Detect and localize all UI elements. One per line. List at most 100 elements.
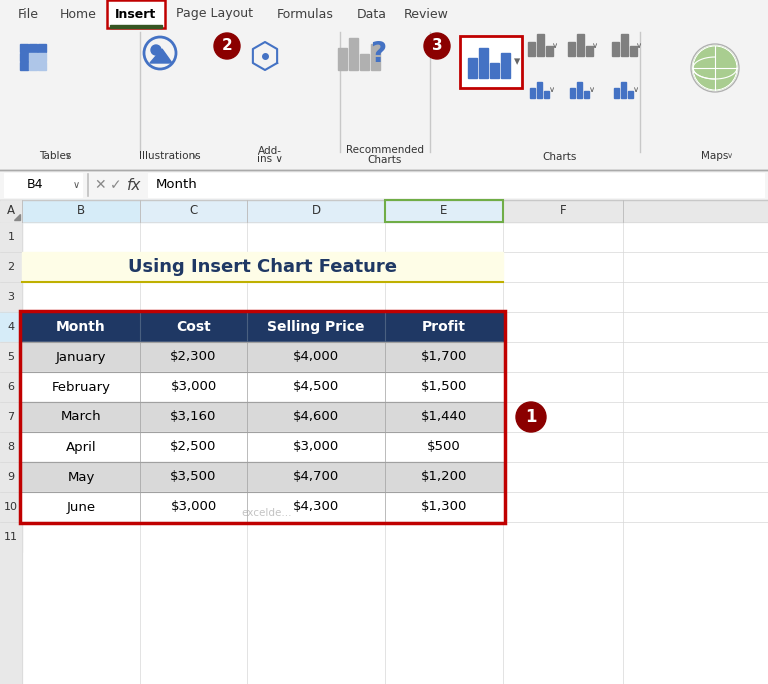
Bar (22, 372, 140, 402)
Text: ✓: ✓ (110, 178, 122, 192)
Bar (544, 91, 549, 98)
Text: ∨: ∨ (636, 42, 642, 51)
Text: $1,300: $1,300 (421, 501, 467, 514)
Bar (0, 432, 22, 462)
Bar (584, 91, 589, 98)
Bar (0, 200, 768, 684)
Bar (0, 200, 768, 222)
Text: 3: 3 (432, 38, 442, 53)
Text: Month: Month (156, 179, 197, 192)
Bar (0, 200, 22, 684)
Bar (140, 492, 247, 522)
Text: 11: 11 (4, 532, 18, 542)
Text: ∨: ∨ (65, 151, 71, 161)
Bar (0, 492, 22, 522)
Circle shape (214, 33, 240, 59)
Bar (385, 342, 503, 372)
Bar (107, 0, 165, 28)
Circle shape (151, 45, 161, 55)
Text: $3,000: $3,000 (170, 501, 217, 514)
Bar (22, 342, 140, 372)
Bar (20, 62, 28, 70)
Text: 8: 8 (8, 442, 15, 452)
Bar (247, 342, 385, 372)
Text: April: April (66, 440, 96, 453)
Bar (501, 53, 510, 78)
Bar (530, 88, 535, 98)
Text: Tables: Tables (39, 151, 71, 161)
Bar (614, 88, 619, 98)
Text: Profit: Profit (422, 320, 466, 334)
Text: $1,200: $1,200 (421, 471, 467, 484)
Bar (247, 402, 385, 432)
Text: File: File (18, 8, 38, 21)
Text: 4: 4 (8, 322, 15, 332)
Text: $2,500: $2,500 (170, 440, 217, 453)
Text: ∨: ∨ (192, 151, 198, 161)
Text: ∨: ∨ (592, 42, 598, 51)
Text: 3: 3 (8, 292, 15, 302)
Bar (29, 53, 37, 61)
Bar (22, 312, 140, 342)
Text: Data: Data (357, 8, 387, 21)
Bar (490, 63, 499, 78)
Text: Cost: Cost (176, 320, 211, 334)
Bar (140, 462, 247, 492)
Bar (247, 312, 385, 342)
Text: fx: fx (127, 178, 141, 192)
Circle shape (516, 402, 546, 432)
Bar (22, 252, 503, 282)
Bar (38, 53, 46, 61)
Bar (349, 38, 358, 70)
Bar (0, 312, 22, 342)
Text: ✕: ✕ (94, 178, 106, 192)
Text: January: January (56, 350, 106, 363)
Bar (22, 462, 140, 492)
Text: $1,700: $1,700 (421, 350, 467, 363)
Bar (247, 432, 385, 462)
Bar (22, 200, 140, 222)
Circle shape (691, 44, 739, 92)
Bar (140, 432, 247, 462)
Text: Using Insert Chart Feature: Using Insert Chart Feature (128, 258, 397, 276)
Bar (586, 46, 593, 56)
Bar (0, 170, 768, 200)
Bar (20, 44, 28, 52)
Bar (20, 311, 505, 523)
Text: 1: 1 (525, 408, 537, 426)
Text: 9: 9 (8, 472, 15, 482)
Text: 2: 2 (8, 262, 15, 272)
Bar (0, 462, 22, 492)
Text: $3,160: $3,160 (170, 410, 217, 423)
Bar (29, 44, 37, 52)
Text: $3,000: $3,000 (293, 440, 339, 453)
Text: C: C (190, 205, 197, 218)
Bar (0, 200, 22, 222)
Text: $1,440: $1,440 (421, 410, 467, 423)
Text: Page Layout: Page Layout (176, 8, 253, 21)
Text: $4,600: $4,600 (293, 410, 339, 423)
Text: $2,300: $2,300 (170, 350, 217, 363)
Bar (22, 492, 140, 522)
Bar (385, 462, 503, 492)
Text: 6: 6 (8, 382, 15, 392)
Text: $4,000: $4,000 (293, 350, 339, 363)
Text: $1,500: $1,500 (421, 380, 467, 393)
Text: Charts: Charts (368, 155, 402, 165)
Bar (22, 432, 140, 462)
Bar (385, 312, 503, 342)
Text: Insert: Insert (115, 8, 157, 21)
Text: ▾: ▾ (514, 55, 520, 68)
Bar (0, 222, 22, 252)
Bar (0, 372, 22, 402)
Bar (38, 44, 46, 52)
Text: E: E (440, 205, 448, 218)
Bar (110, 25, 162, 28)
Bar (360, 54, 369, 70)
Bar (29, 62, 37, 70)
Text: ins ∨: ins ∨ (257, 154, 283, 164)
Bar (621, 82, 626, 98)
Text: Month: Month (56, 320, 106, 334)
Text: Maps: Maps (701, 151, 729, 161)
Text: ∨: ∨ (552, 42, 558, 51)
